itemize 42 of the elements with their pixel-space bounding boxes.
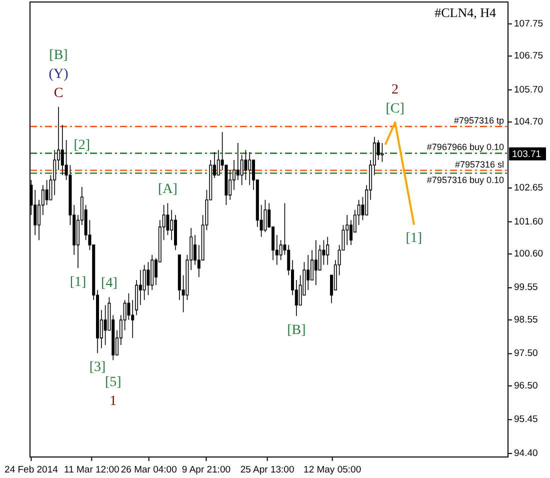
annotation: (Y) <box>48 66 69 82</box>
y-tick-label: 107.75 <box>514 18 544 30</box>
y-tick-label: 99.55 <box>514 282 538 294</box>
y-tick-label: 100.60 <box>514 248 544 260</box>
y-tick-label: 101.60 <box>514 216 544 228</box>
chart-title: #CLN4, H4 <box>434 5 496 20</box>
ref-line-label: #7957316 sl <box>454 159 504 170</box>
x-tick-label: 9 Apr 21:00 <box>182 464 231 476</box>
y-tick-label: 102.65 <box>514 182 544 194</box>
annotation: [2] <box>74 138 90 153</box>
y-tick-label: 98.55 <box>514 314 538 326</box>
annotation: [5] <box>104 374 122 390</box>
candlestick <box>326 236 330 266</box>
x-tick-label: 12 May 05:00 <box>304 464 362 476</box>
ref-line-label: #7967966 buy 0.10 <box>426 142 504 152</box>
x-tick-label: 24 Feb 2014 <box>4 464 58 476</box>
y-tick-label: 104.70 <box>514 116 544 128</box>
annotation: [1] <box>406 230 422 246</box>
annotation: [B] <box>49 47 68 62</box>
annotation: C <box>54 85 64 100</box>
y-tick-label: 95.45 <box>514 414 538 426</box>
y-tick-label: 106.75 <box>514 50 544 62</box>
annotation: [A] <box>158 182 178 197</box>
annotation: [B] <box>287 322 306 338</box>
y-tick-label: 105.70 <box>514 84 544 96</box>
annotation: [C] <box>386 100 404 116</box>
y-tick-label: 96.50 <box>514 380 538 392</box>
candlestick <box>314 240 318 286</box>
annotation: 1 <box>110 394 117 409</box>
y-tick-label: 94.40 <box>514 448 538 459</box>
x-tick-label: 11 Mar 12:00 <box>64 464 120 476</box>
annotation: 2 <box>392 82 399 97</box>
ref-line-label: #7957316 buy 0.10 <box>426 175 504 186</box>
ref-line-label: #7957316 tp <box>454 116 504 126</box>
x-tick-label: 25 Apr 13:00 <box>240 464 294 476</box>
annotation: [1] <box>70 274 86 290</box>
candlestick <box>380 142 384 162</box>
annotation: [3] <box>89 360 106 375</box>
annotation: 103.71 <box>512 148 542 160</box>
annotation: [4] <box>101 276 118 291</box>
y-tick-label: 97.50 <box>514 348 538 360</box>
x-tick-label: 26 Mar 04:00 <box>120 464 177 476</box>
